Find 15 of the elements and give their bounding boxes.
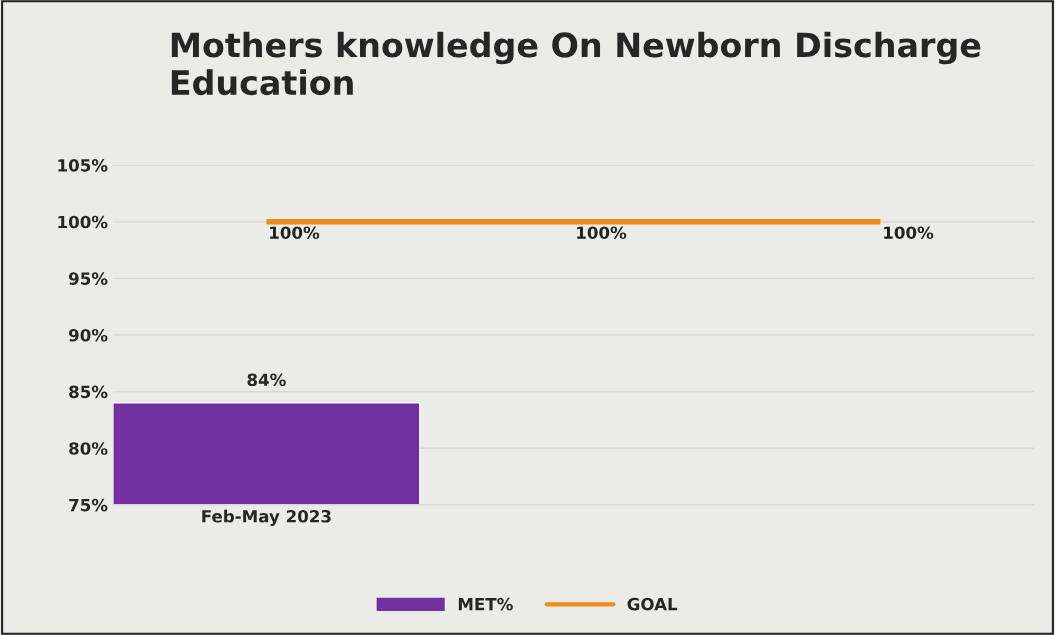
y-tick-label: 105% bbox=[58, 159, 108, 172]
chart-title: Mothers knowledge On Newborn Discharge Education bbox=[171, 31, 981, 96]
y-tick-label: 85% bbox=[69, 385, 108, 399]
data-label: 84% bbox=[247, 373, 286, 387]
legend-label: GOAL bbox=[627, 597, 678, 611]
y-tick-label: 80% bbox=[69, 442, 108, 455]
y-tick-label: 90% bbox=[68, 328, 108, 342]
y-tick-label: 95% bbox=[68, 272, 108, 285]
y-tick-label: 75% bbox=[69, 498, 108, 512]
y-tick-label: 100% bbox=[58, 215, 108, 229]
data-label: 100% bbox=[270, 226, 320, 240]
x-tick-label: Feb-May 2023 bbox=[202, 509, 331, 526]
legend-label: MET% bbox=[458, 597, 513, 611]
data-label: 100% bbox=[884, 226, 934, 240]
data-label: 100% bbox=[577, 226, 627, 240]
